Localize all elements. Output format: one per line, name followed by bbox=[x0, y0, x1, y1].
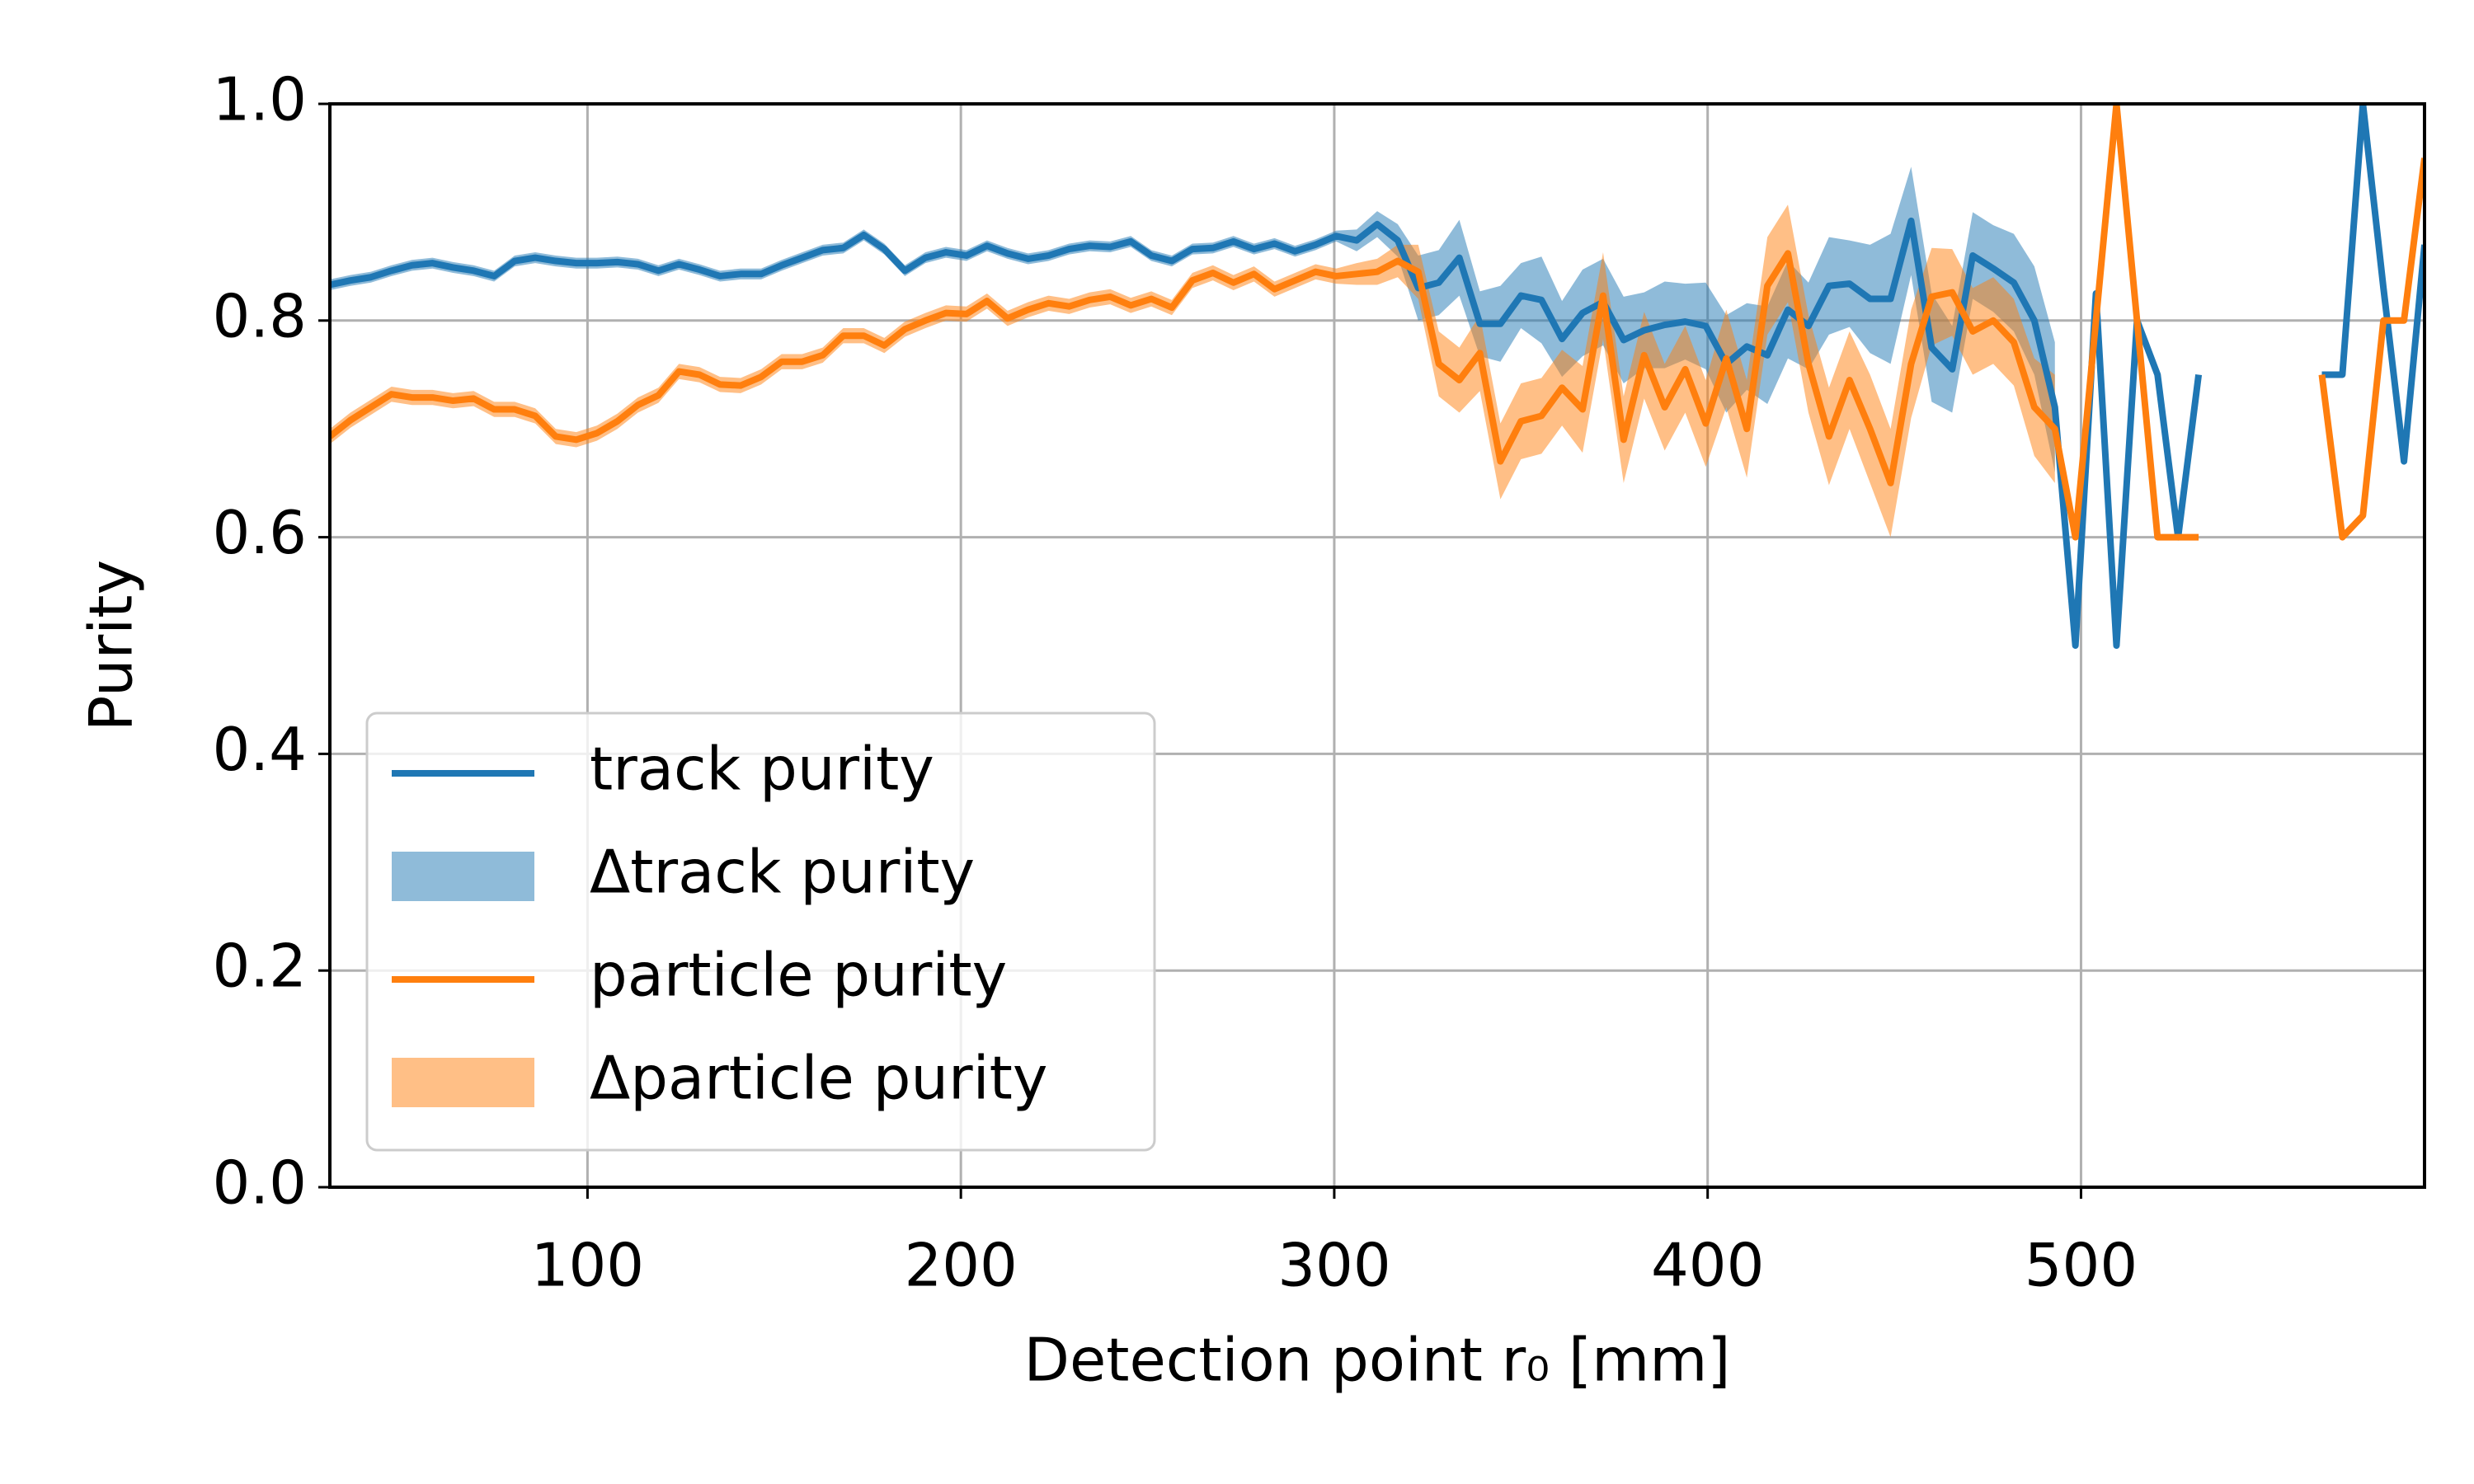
x-tick-label: 500 bbox=[2025, 1231, 2138, 1300]
y-tick-label: 1.0 bbox=[212, 65, 307, 134]
y-tick-label: 0.0 bbox=[212, 1148, 307, 1218]
ticks: 100 200 300 400 500 0.0 0.2 0.4 0.6 0.8 1.0 bbox=[212, 65, 2138, 1300]
x-tick-label: 300 bbox=[1277, 1231, 1390, 1300]
x-tick-label: 200 bbox=[904, 1231, 1017, 1300]
legend-label: Δparticle purity bbox=[590, 1044, 1047, 1113]
legend: track purity Δtrack purity particle purity… bbox=[365, 711, 1156, 1152]
y-tick-label: 0.4 bbox=[212, 715, 307, 784]
legend-box bbox=[365, 711, 1156, 1152]
legend-label: Δtrack purity bbox=[590, 838, 975, 907]
plot-area bbox=[330, 104, 2425, 649]
legend-label: particle purity bbox=[590, 941, 1007, 1010]
x-tick-label: 100 bbox=[531, 1231, 644, 1300]
error-band bbox=[330, 167, 2055, 472]
y-tick-label: 0.2 bbox=[212, 932, 307, 1001]
x-tick-label: 400 bbox=[1651, 1231, 1764, 1300]
legend-label: track purity bbox=[590, 735, 934, 804]
y-axis-label: Purity bbox=[77, 560, 146, 731]
line bbox=[330, 104, 2425, 649]
axes-frame bbox=[328, 102, 2426, 1189]
y-tick-label: 0.6 bbox=[212, 498, 307, 567]
y-tick-label: 0.8 bbox=[212, 281, 307, 350]
line bbox=[330, 104, 2425, 541]
x-axis-label: Detection point r₀ [mm] bbox=[1024, 1326, 1731, 1395]
error-band bbox=[330, 204, 2055, 538]
legend-patch bbox=[392, 852, 534, 901]
legend-patch bbox=[392, 1058, 534, 1107]
